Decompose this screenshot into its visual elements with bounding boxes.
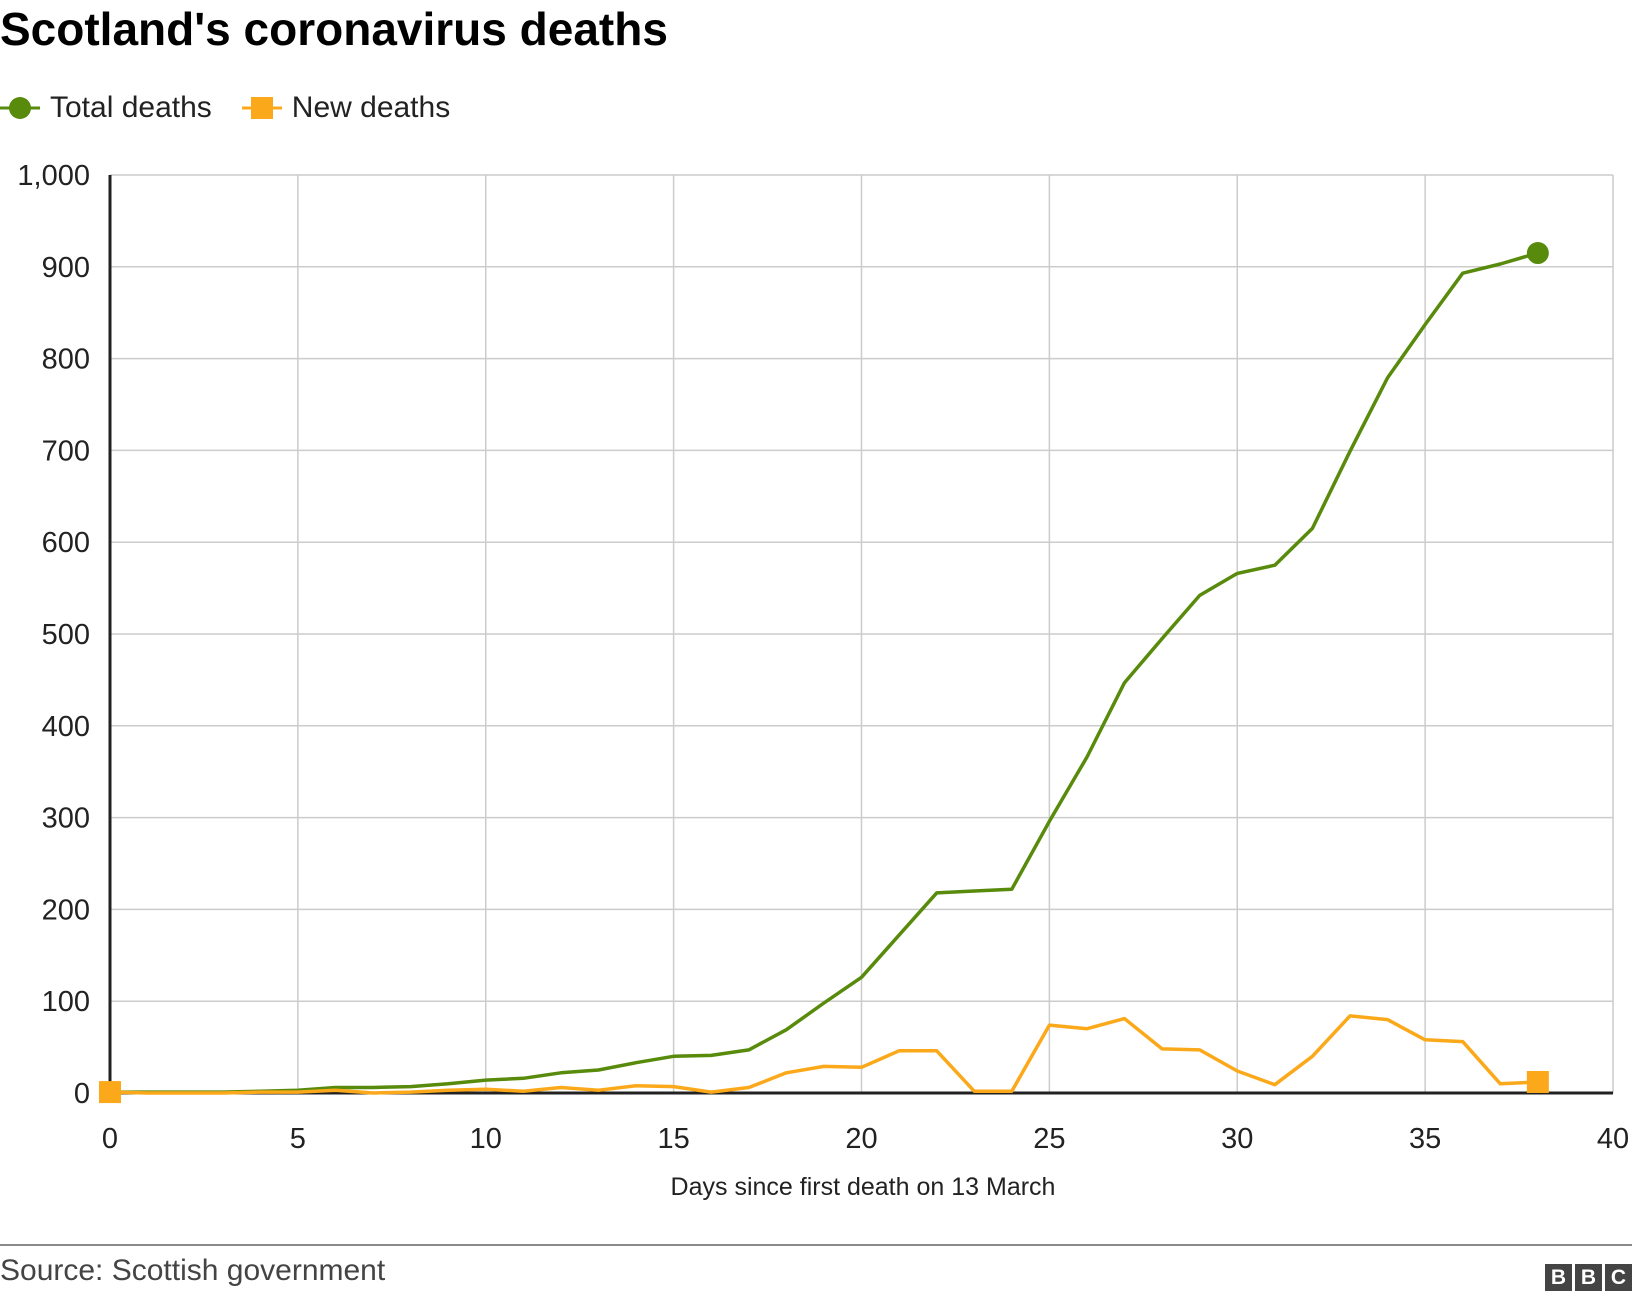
data-point-new-deaths xyxy=(1526,1070,1549,1093)
x-tick-label: 40 xyxy=(1597,1123,1629,1155)
y-tick-label: 1,000 xyxy=(17,160,90,192)
x-tick-label: 10 xyxy=(470,1123,502,1155)
legend-label-new-deaths: New deaths xyxy=(291,91,451,124)
y-tick-label: 700 xyxy=(42,435,90,467)
legend-item-total-deaths: Total deaths xyxy=(0,88,212,128)
line-chart: 0 100 200 300 400 500 600 700 800 900 1,000 0 5 10 15 2… xyxy=(17,160,1629,1201)
series-line-new-deaths xyxy=(109,1014,1538,1095)
tick-labels: 0 100 200 300 400 500 600 700 800 900 1,000 0 5 10 15 2… xyxy=(17,160,1629,1155)
y-tick-label: 0 xyxy=(74,1078,90,1110)
x-tick-label: 30 xyxy=(1221,1123,1253,1155)
source-note: Source: Scottish government xyxy=(0,1254,386,1287)
x-tick-label: 25 xyxy=(1033,1123,1065,1155)
grid xyxy=(110,174,1614,1093)
y-tick-label: 100 xyxy=(42,986,90,1018)
x-tick-label: 35 xyxy=(1409,1123,1441,1155)
chart-legend: Total deaths New deaths xyxy=(0,88,480,128)
footer-divider xyxy=(0,1244,1632,1246)
x-tick-label: 0 xyxy=(102,1123,118,1155)
x-tick-label: 15 xyxy=(657,1123,689,1155)
series xyxy=(99,242,1549,1104)
legend-label-total-deaths: Total deaths xyxy=(50,91,212,124)
data-point-total-deaths xyxy=(1526,242,1549,265)
series-line-total-deaths xyxy=(110,251,1539,1094)
y-tick-label: 600 xyxy=(42,527,90,559)
data-point-new-deaths-start xyxy=(99,1081,121,1104)
bbc-logo: B B C xyxy=(1542,1264,1632,1291)
y-tick-label: 200 xyxy=(42,894,90,926)
logo-letter: B xyxy=(1545,1264,1572,1291)
y-tick-label: 400 xyxy=(42,711,90,743)
y-tick-label: 300 xyxy=(42,803,90,835)
x-axis-title: Days since first death on 13 March xyxy=(671,1173,1056,1201)
chart-title: Scotland's coronavirus deaths xyxy=(0,3,668,55)
y-tick-label: 500 xyxy=(42,619,90,651)
legend-marker-new-deaths xyxy=(241,97,282,119)
x-tick-label: 5 xyxy=(290,1123,306,1155)
y-tick-label: 800 xyxy=(42,344,90,376)
y-tick-label: 900 xyxy=(42,252,90,284)
logo-letter: B xyxy=(1575,1264,1602,1291)
legend-marker-total-deaths xyxy=(0,97,40,119)
x-tick-label: 20 xyxy=(845,1123,877,1155)
legend-item-new-deaths: New deaths xyxy=(241,88,451,128)
logo-letter: C xyxy=(1605,1264,1632,1291)
